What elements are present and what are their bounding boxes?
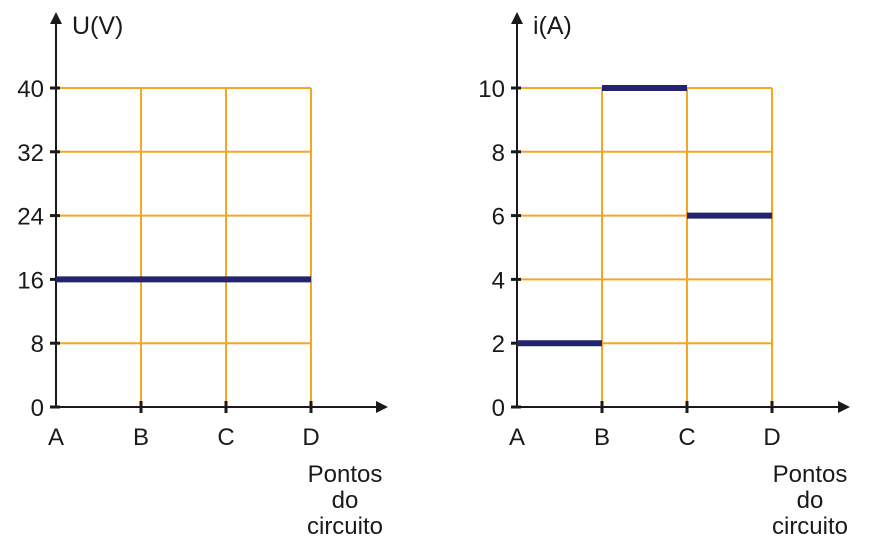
x-tick-label: D [302,424,319,451]
x-tick-label: A [48,424,64,451]
y-tick-label: 0 [492,395,505,422]
y-axis-title: U(V) [72,12,123,40]
x-tick-label: B [133,424,149,451]
x-axis-label-line: Pontos [308,461,383,488]
x-tick-label: B [594,424,610,451]
y-tick-label: 6 [492,204,505,231]
y-tick-label: 8 [31,331,44,358]
y-tick-label: 24 [17,204,44,231]
x-tick-label: C [217,424,234,451]
y-tick-label: 40 [17,76,44,103]
y-axis-arrow [50,12,62,24]
y-tick-label: 4 [492,267,505,294]
y-tick-label: 16 [17,267,44,294]
x-tick-label: C [678,424,695,451]
x-axis-label-line: do [332,487,359,514]
x-tick-label: D [763,424,780,451]
y-tick-label: 8 [492,140,505,167]
y-axis-title: i(A) [533,12,572,40]
x-axis-arrow [838,401,850,413]
y-tick-label: 10 [478,76,505,103]
x-axis-label-line: do [797,487,824,514]
y-tick-label: 2 [492,331,505,358]
x-axis-label-line: circuito [772,513,848,540]
y-tick-label: 0 [31,395,44,422]
x-axis-label-line: Pontos [773,461,848,488]
x-tick-label: A [509,424,525,451]
x-axis-label-line: circuito [307,513,383,540]
y-tick-label: 32 [17,140,44,167]
y-axis-arrow [511,12,523,24]
x-axis-arrow [376,401,388,413]
